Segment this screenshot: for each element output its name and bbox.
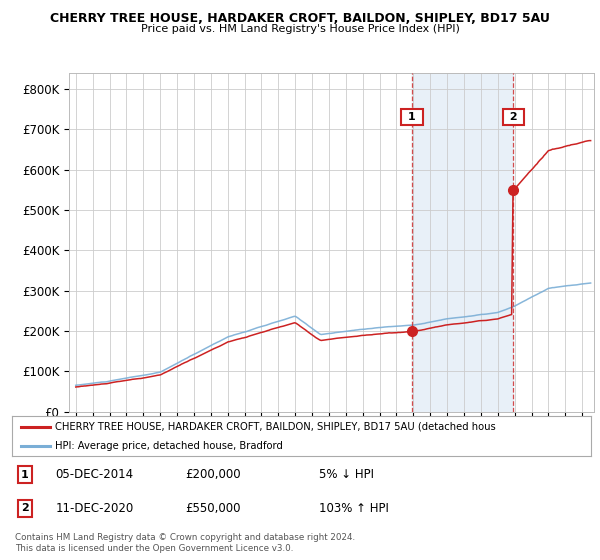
Text: 1: 1 bbox=[404, 112, 420, 122]
Text: Price paid vs. HM Land Registry's House Price Index (HPI): Price paid vs. HM Land Registry's House … bbox=[140, 24, 460, 34]
Text: 2: 2 bbox=[506, 112, 521, 122]
Text: 05-DEC-2014: 05-DEC-2014 bbox=[55, 468, 134, 481]
Text: 5% ↓ HPI: 5% ↓ HPI bbox=[319, 468, 374, 481]
Text: CHERRY TREE HOUSE, HARDAKER CROFT, BAILDON, SHIPLEY, BD17 5AU (detached hous: CHERRY TREE HOUSE, HARDAKER CROFT, BAILD… bbox=[55, 422, 496, 432]
Text: HPI: Average price, detached house, Bradford: HPI: Average price, detached house, Brad… bbox=[55, 441, 283, 450]
Text: CHERRY TREE HOUSE, HARDAKER CROFT, BAILDON, SHIPLEY, BD17 5AU: CHERRY TREE HOUSE, HARDAKER CROFT, BAILD… bbox=[50, 12, 550, 25]
Text: 103% ↑ HPI: 103% ↑ HPI bbox=[319, 502, 389, 515]
Bar bbox=[412, 73, 514, 412]
Text: £550,000: £550,000 bbox=[186, 502, 241, 515]
Text: 2: 2 bbox=[21, 503, 29, 513]
Text: £200,000: £200,000 bbox=[186, 468, 241, 481]
Text: 1: 1 bbox=[21, 470, 29, 479]
Text: 11-DEC-2020: 11-DEC-2020 bbox=[55, 502, 134, 515]
Text: Contains HM Land Registry data © Crown copyright and database right 2024.
This d: Contains HM Land Registry data © Crown c… bbox=[15, 533, 355, 553]
